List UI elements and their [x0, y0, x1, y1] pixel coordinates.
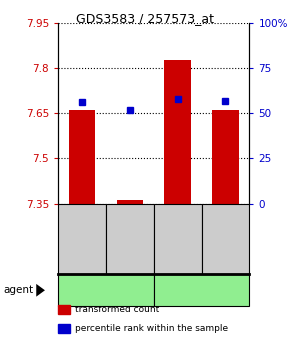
Text: transformed count: transformed count: [75, 305, 159, 314]
Bar: [212, 110, 239, 204]
Polygon shape: [36, 284, 45, 297]
Text: agent: agent: [3, 285, 33, 295]
Text: GSM490340: GSM490340: [173, 213, 182, 264]
Bar: [164, 60, 191, 204]
Text: GSM490338: GSM490338: [77, 213, 86, 264]
Bar: [117, 200, 143, 204]
Text: GSM490341: GSM490341: [221, 213, 230, 264]
Text: DMSO: DMSO: [89, 285, 123, 295]
Bar: [69, 110, 95, 204]
Text: GDS3583 / 257573_at: GDS3583 / 257573_at: [76, 12, 214, 25]
Text: GSM490339: GSM490339: [125, 213, 134, 264]
Text: percentile rank within the sample: percentile rank within the sample: [75, 324, 228, 333]
Text: GR24: GR24: [186, 285, 217, 295]
